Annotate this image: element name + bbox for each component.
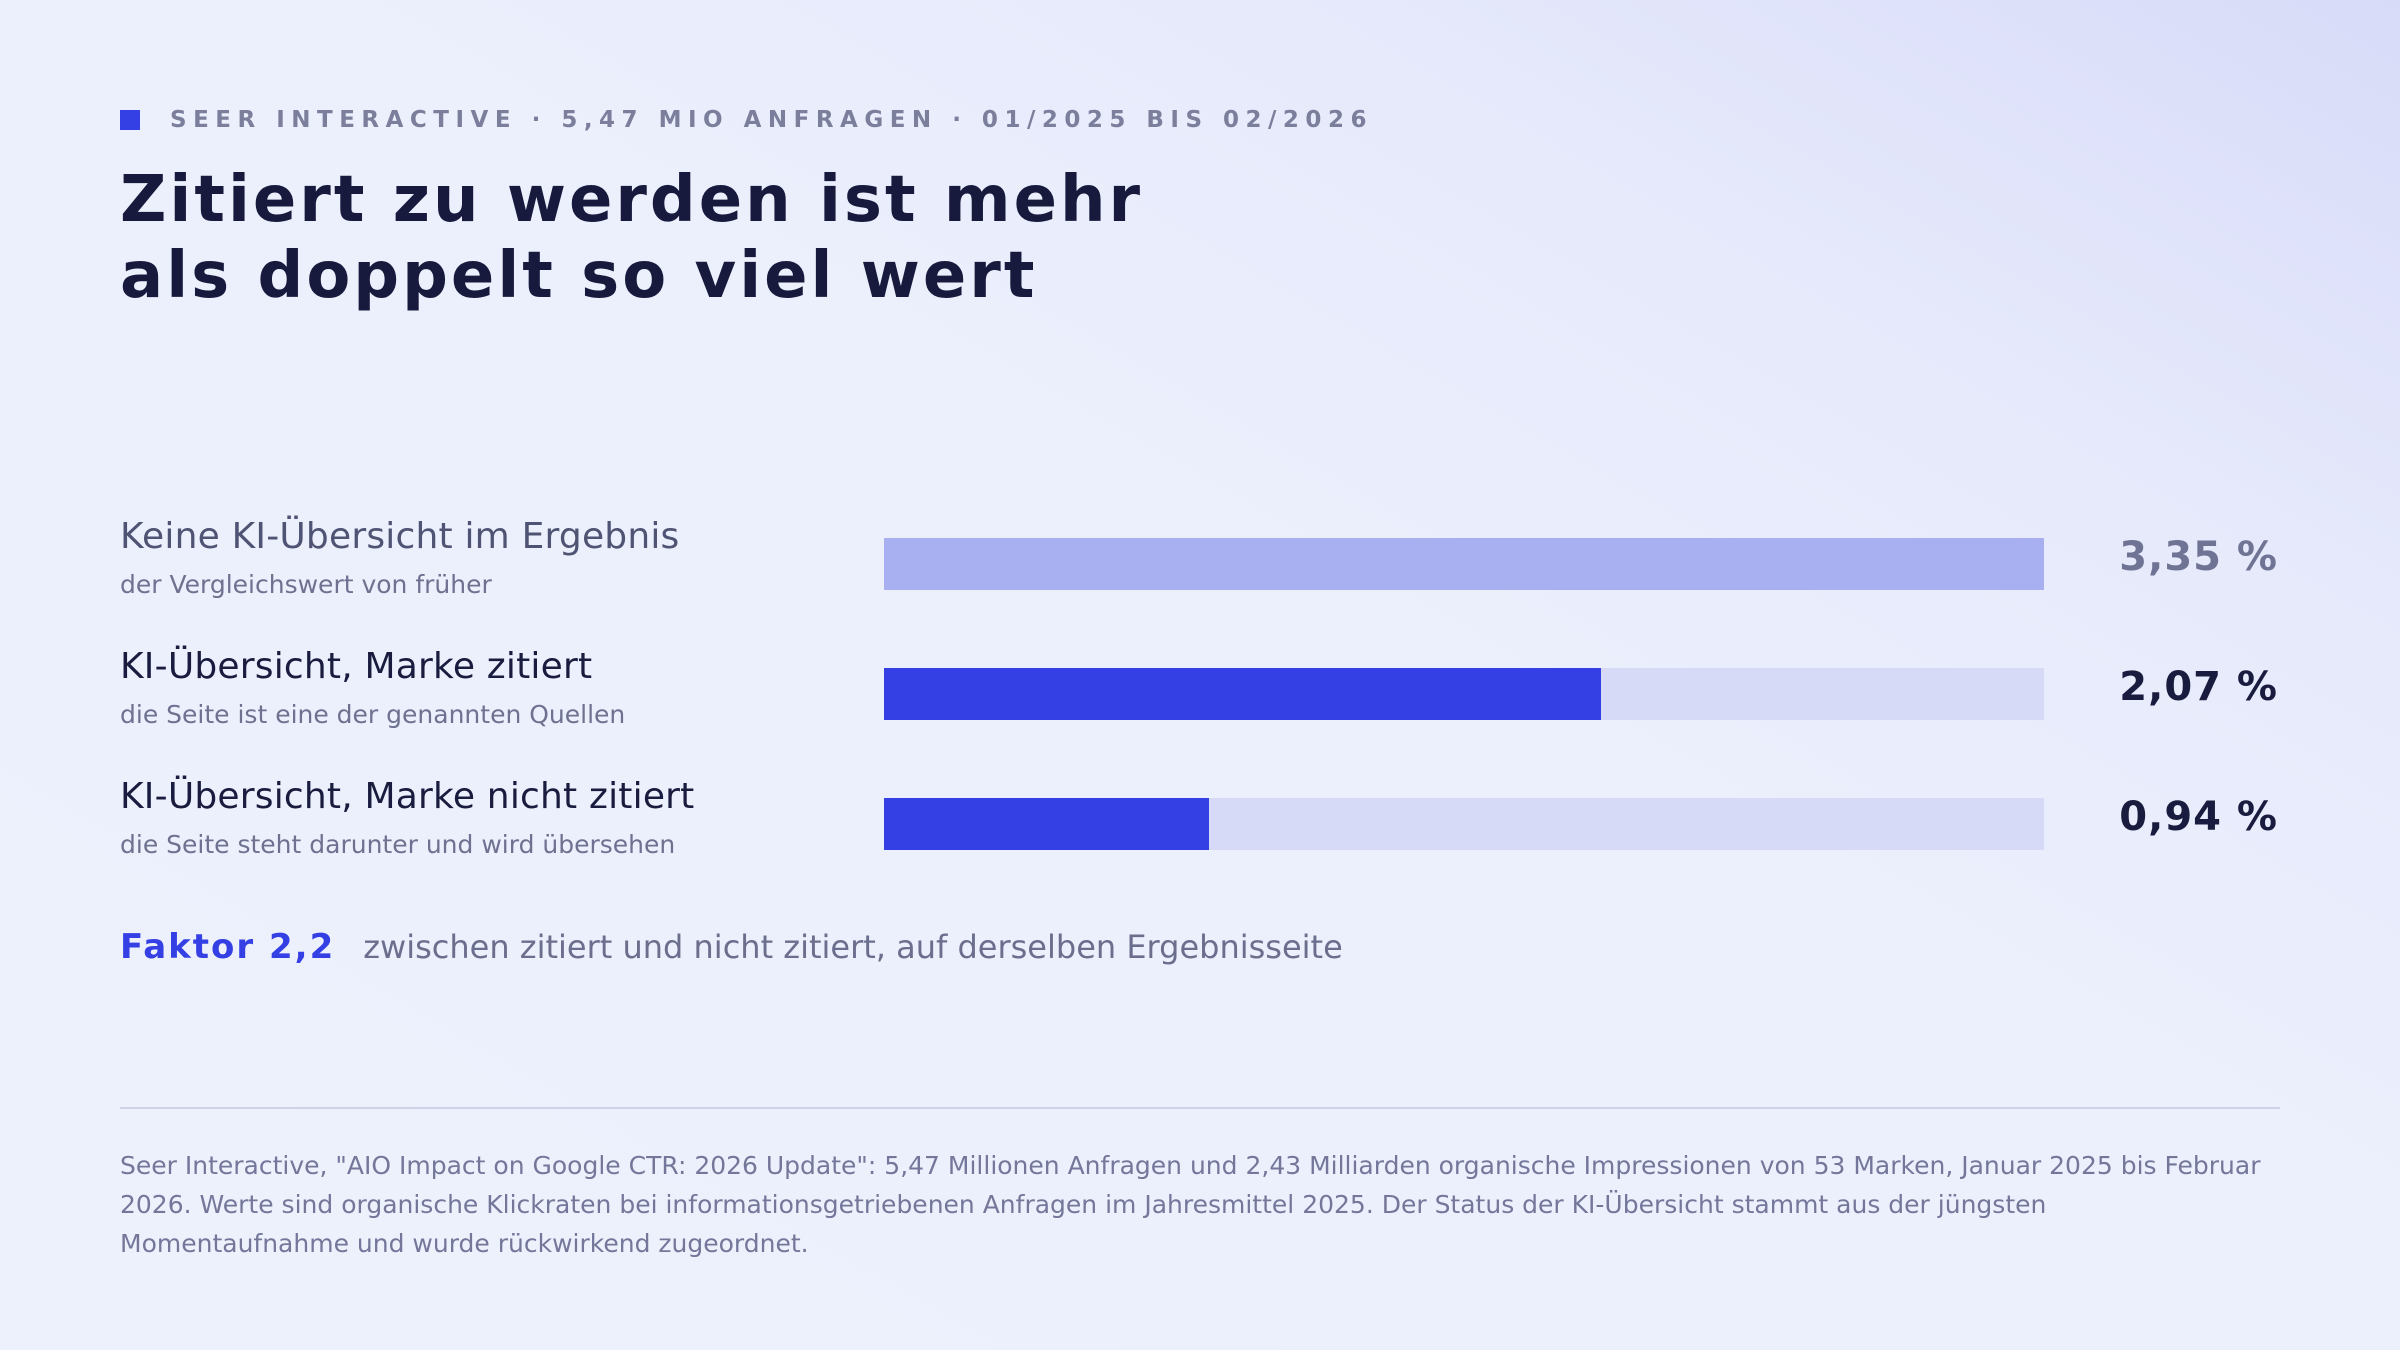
bar-value-label: 2,07 % bbox=[2119, 664, 2278, 710]
bar-track bbox=[884, 668, 2044, 720]
bar-track bbox=[884, 798, 2044, 850]
divider bbox=[120, 1107, 2280, 1109]
bar-sublabel: die Seite steht darunter und wird überse… bbox=[120, 830, 676, 859]
bar-track bbox=[884, 538, 2044, 590]
title-line-1: Zitiert zu werden ist mehr bbox=[120, 163, 1144, 237]
factor-highlight: Faktor 2,2 bbox=[120, 927, 336, 967]
eyebrow: SEER INTERACTIVE · 5,47 MIO ANFRAGEN · 0… bbox=[120, 107, 1373, 133]
factor-description: zwischen zitiert und nicht zitiert, auf … bbox=[363, 928, 1343, 966]
bar-label: KI-Übersicht, Marke nicht zitiert bbox=[120, 776, 695, 817]
bar-fill bbox=[884, 668, 1601, 720]
title-line-2: als doppelt so viel wert bbox=[120, 239, 1038, 313]
factor-callout: Faktor 2,2 zwischen zitiert und nicht zi… bbox=[120, 927, 1343, 967]
bar-sublabel: die Seite ist eine der genannten Quellen bbox=[120, 700, 626, 729]
bar-fill bbox=[884, 538, 2044, 590]
accent-square-icon bbox=[120, 110, 140, 130]
bar-row-brand-not-cited: KI-Übersicht, Marke nicht zitiert die Se… bbox=[0, 776, 2400, 876]
bar-label: Keine KI-Übersicht im Ergebnis bbox=[120, 516, 680, 557]
bar-row-brand-cited: KI-Übersicht, Marke zitiert die Seite is… bbox=[0, 646, 2400, 746]
bar-fill bbox=[884, 798, 1210, 850]
bar-value-label: 0,94 % bbox=[2119, 794, 2278, 840]
bar-row-no-ai-overview: Keine KI-Übersicht im Ergebnis der Vergl… bbox=[0, 516, 2400, 616]
source-note: Seer Interactive, "AIO Impact on Google … bbox=[120, 1151, 2261, 1258]
bar-sublabel: der Vergleichswert von früher bbox=[120, 570, 492, 599]
page-title: Zitiert zu werden ist mehr als doppelt s… bbox=[120, 162, 1143, 314]
eyebrow-text: SEER INTERACTIVE · 5,47 MIO ANFRAGEN · 0… bbox=[170, 107, 1373, 133]
bar-value-label: 3,35 % bbox=[2119, 534, 2278, 580]
bar-label: KI-Übersicht, Marke zitiert bbox=[120, 646, 593, 687]
